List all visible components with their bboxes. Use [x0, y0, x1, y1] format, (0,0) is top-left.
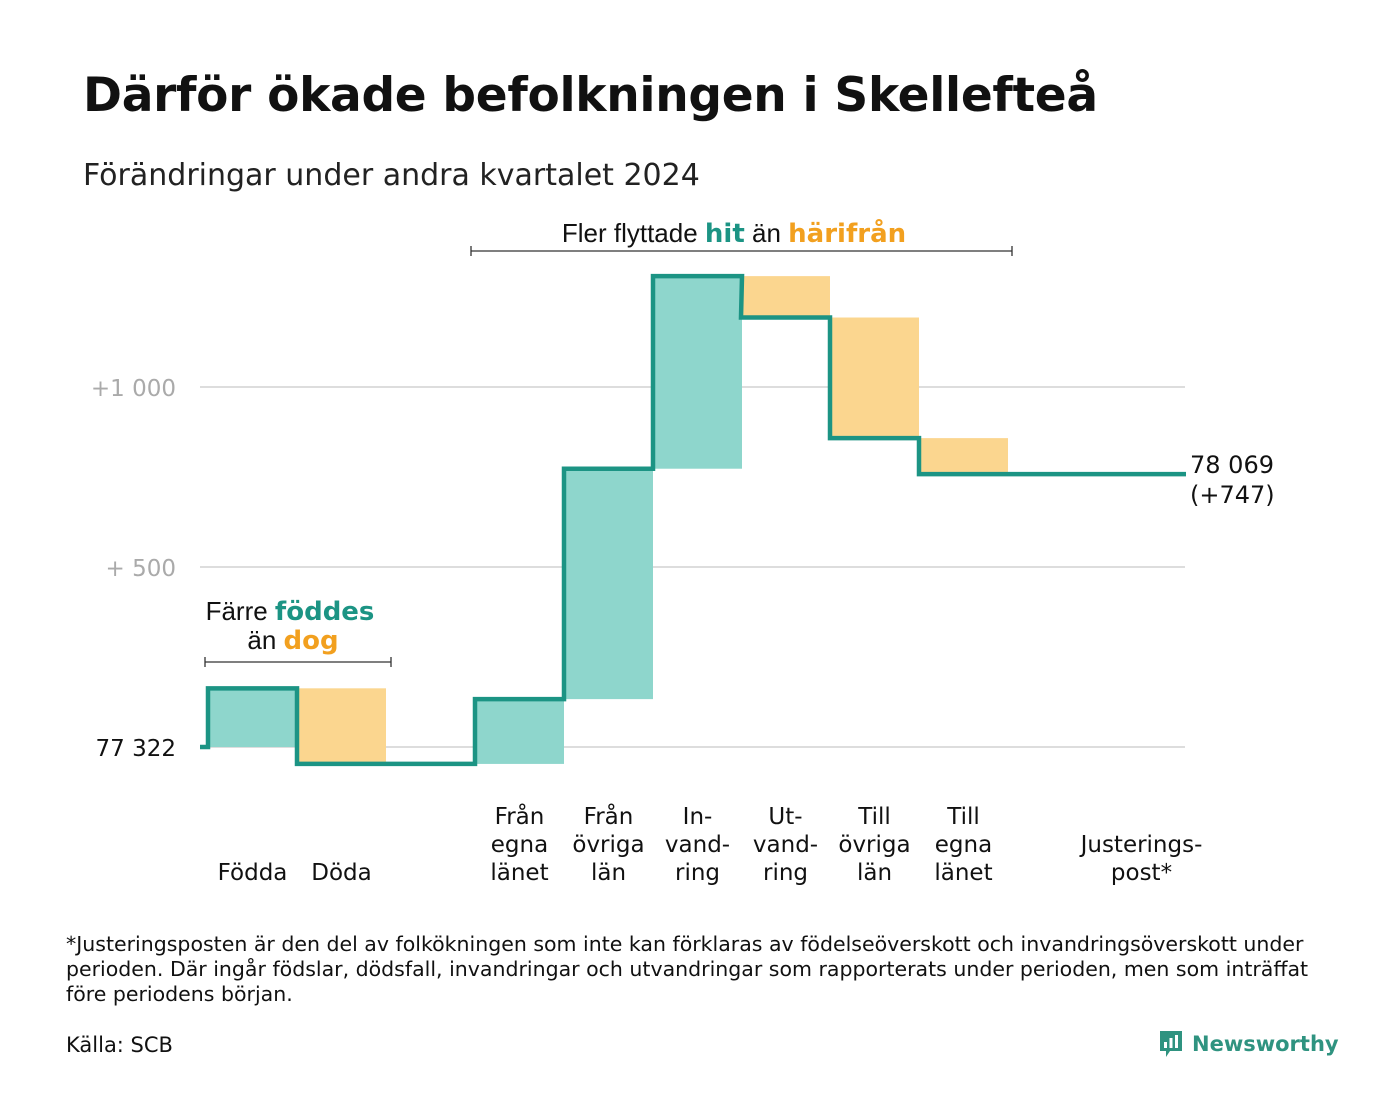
svg-text:än dog: än dog: [247, 625, 338, 656]
category-label: Ut-: [768, 804, 802, 830]
migration-annotation: Fler flyttade hit än härifrån: [470, 217, 1013, 256]
end-change: (+747): [1190, 481, 1275, 509]
y-tick-label: + 500: [106, 556, 176, 582]
annotation-died-highlight: dog: [284, 626, 339, 656]
y-tick-label: 77 322: [96, 736, 176, 762]
cumulative-step-line: [200, 273, 1186, 767]
bar-tillegnalänet: [919, 438, 1008, 475]
annotation-text: än: [745, 218, 788, 248]
bar-tillövrigalän: [830, 317, 919, 439]
category-label: In-: [683, 804, 713, 830]
svg-text:Färre föddes: Färre föddes: [206, 596, 375, 627]
category-label: länet: [490, 860, 548, 886]
category-label: Från: [495, 802, 545, 830]
bar-döda: [297, 688, 386, 764]
newsworthy-logo: Newsworthy: [1158, 1027, 1339, 1061]
bar-födda: [208, 688, 297, 747]
category-label: Till: [857, 804, 891, 830]
category-label: vand-: [753, 832, 818, 858]
category-label: övriga: [838, 832, 910, 858]
bar-frånegnalänet: [475, 699, 564, 764]
category-label: egna: [935, 832, 992, 858]
bar-invandring: [653, 276, 742, 469]
newsworthy-logo-icon: [1160, 1031, 1182, 1057]
category-label: Döda: [311, 860, 371, 886]
annotation-harifran-highlight: härifrån: [788, 217, 906, 249]
category-label: län: [591, 860, 626, 886]
annotation-text: Fler flyttade: [562, 218, 705, 248]
category-label: ring: [675, 860, 720, 886]
category-labels: Födda DödaFrånegnalänetFrånövrigalänIn-va…: [218, 802, 1203, 886]
category-label: egna: [491, 832, 548, 858]
bar-utvandring: [741, 276, 830, 318]
chart-title: Därför ökade befolkningen i Skellefteå: [83, 68, 1098, 123]
category-label: ring: [763, 860, 808, 886]
svg-text:Fler flyttade hit än härifrån: Fler flyttade hit än härifrån: [562, 217, 906, 249]
category-label: Födda: [218, 860, 288, 886]
bars: [208, 276, 1008, 764]
category-label: post*: [1111, 860, 1172, 886]
bar-frånövrigalän: [564, 468, 653, 700]
category-label: Från: [584, 802, 634, 830]
end-value: 78 069: [1190, 451, 1274, 479]
births-deaths-annotation: Färre föddes än dog: [204, 596, 392, 667]
annotation-text: än: [247, 625, 283, 655]
brand-name: Newsworthy: [1192, 1032, 1339, 1056]
category-label: länet: [934, 860, 992, 886]
footnote: *Justeringsposten är den del av folkökni…: [66, 932, 1309, 1006]
annotation-text: Färre: [206, 596, 275, 626]
category-label: Till: [946, 804, 980, 830]
step-line: [200, 273, 1186, 767]
annotation-born-highlight: föddes: [275, 597, 375, 627]
y-tick-labels: 77 322 + 500 +1 000: [91, 376, 176, 762]
category-label: län: [857, 860, 892, 886]
waterfall-chart: 77 322+ 500+1 000 Födda DödaFrånegnalänet…: [91, 217, 1275, 886]
end-value-label: 78 069 (+747): [1190, 451, 1275, 509]
annotation-hit-highlight: hit: [705, 219, 745, 249]
chart-subtitle: Förändringar under andra kvartalet 2024: [83, 158, 700, 193]
category-label: Justerings-: [1079, 832, 1203, 858]
category-label: vand-: [665, 832, 730, 858]
source: Källa: SCB: [66, 1033, 173, 1057]
y-tick-label: +1 000: [91, 376, 176, 402]
category-label: övriga: [572, 832, 644, 858]
